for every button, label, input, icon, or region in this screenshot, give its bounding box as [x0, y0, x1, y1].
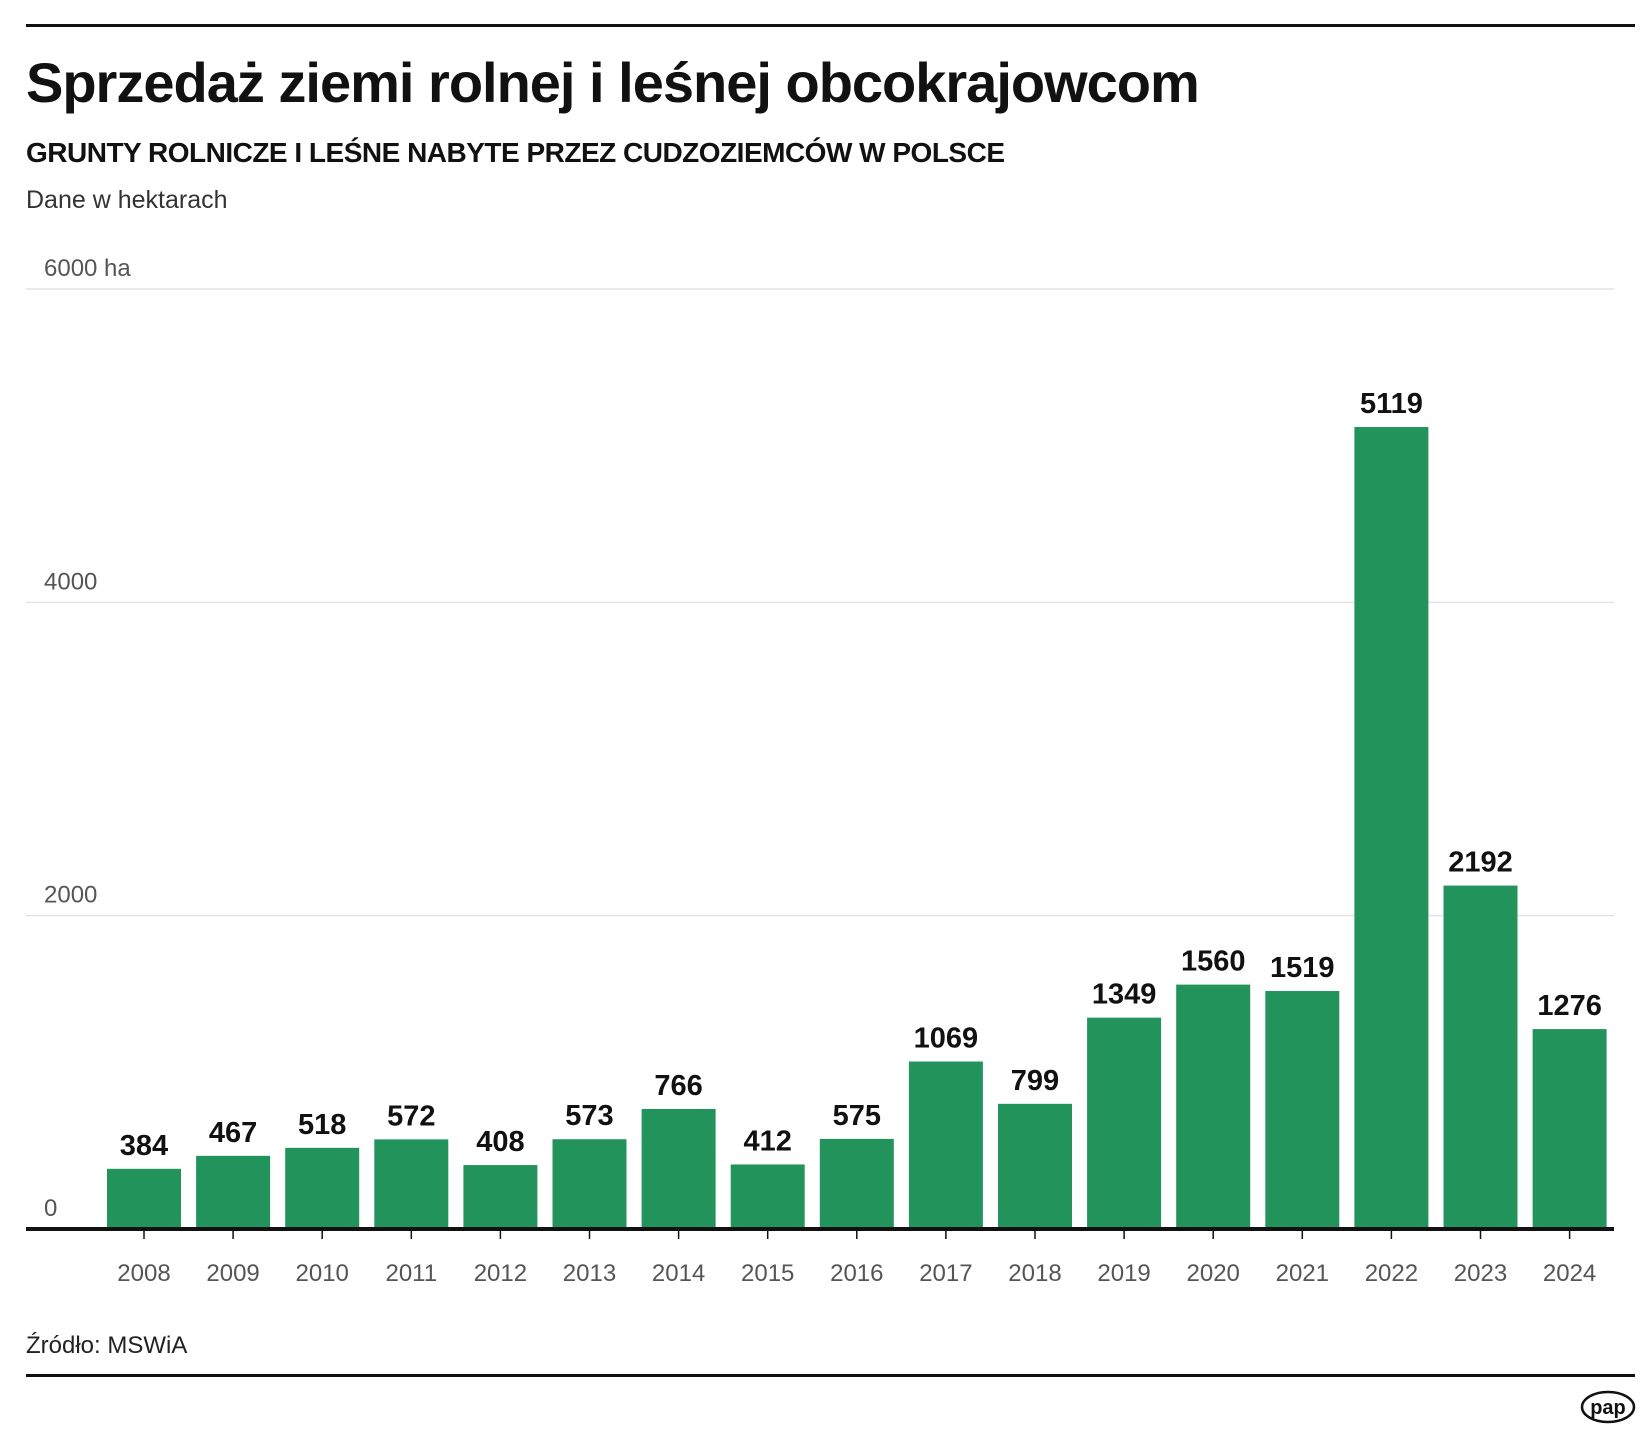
bar [552, 1139, 627, 1229]
data-label: 384 [120, 1130, 168, 1162]
data-label: 2192 [1448, 847, 1513, 879]
y-tick-label: 6000 ha [44, 255, 131, 282]
bottom-rule [26, 1374, 1635, 1377]
x-tick-label: 2011 [385, 1260, 437, 1287]
bar [1532, 1029, 1607, 1229]
bar [374, 1139, 449, 1229]
bar [463, 1165, 538, 1229]
x-tick-label: 2009 [206, 1260, 259, 1287]
bar [285, 1147, 360, 1229]
bar [1354, 427, 1429, 1230]
x-tick-label: 2008 [117, 1260, 170, 1287]
x-tick-label: 2017 [919, 1260, 972, 1287]
data-label: 766 [654, 1070, 702, 1102]
x-tick-label: 2024 [1543, 1260, 1596, 1287]
data-label: 572 [387, 1100, 435, 1132]
x-tick-label: 2016 [830, 1260, 883, 1287]
x-tick-label: 2021 [1276, 1260, 1329, 1287]
y-tick-label: 4000 [44, 568, 97, 595]
data-label: 1349 [1092, 979, 1157, 1011]
bar [998, 1103, 1072, 1229]
x-tick-label: 2018 [1008, 1260, 1061, 1287]
bar [107, 1168, 181, 1229]
bar [908, 1061, 983, 1229]
pap-logo: pap [1580, 1390, 1636, 1424]
x-tick-label: 2014 [652, 1260, 705, 1287]
bar [1176, 984, 1251, 1229]
bar [819, 1138, 894, 1229]
x-tick-label: 2010 [296, 1260, 349, 1287]
data-label: 573 [565, 1100, 613, 1132]
data-label: 5119 [1360, 388, 1423, 420]
unit-note: Dane w hektarach [26, 186, 228, 214]
bar [1087, 1017, 1162, 1229]
svg-text:pap: pap [1590, 1397, 1626, 1419]
bar [1265, 991, 1340, 1229]
data-label: 1519 [1270, 952, 1335, 984]
data-label: 518 [298, 1109, 346, 1141]
bar [196, 1155, 271, 1229]
data-label: 1069 [914, 1023, 979, 1055]
data-label: 408 [476, 1126, 524, 1158]
y-tick-label: 0 [44, 1195, 57, 1222]
y-tick-label: 2000 [44, 882, 97, 909]
x-tick-label: 2012 [474, 1260, 527, 1287]
bar [641, 1108, 716, 1229]
data-label: 1560 [1181, 946, 1246, 978]
chart-title: Sprzedaż ziemi rolnej i leśnej obcokrajo… [26, 51, 1200, 114]
x-tick-label: 2023 [1454, 1260, 1507, 1287]
chart-subtitle: GRUNTY ROLNICZE I LEŚNE NABYTE PRZEZ CUD… [26, 137, 1005, 168]
x-tick-label: 2019 [1097, 1260, 1150, 1287]
bar [730, 1164, 805, 1229]
data-label: 799 [1011, 1065, 1059, 1097]
bar [1443, 885, 1518, 1229]
x-tick-label: 2015 [741, 1260, 794, 1287]
data-label: 575 [833, 1100, 881, 1132]
source-note: Źródło: MSWiA [26, 1332, 188, 1359]
top-rule [26, 24, 1635, 27]
data-label: 1276 [1537, 990, 1602, 1022]
x-tick-label: 2013 [563, 1260, 616, 1287]
x-tick-label: 2020 [1187, 1260, 1240, 1287]
bar-chart: 0 2000 4000 6000 ha 384 2008 467 2009 518 2010 572… [26, 255, 1614, 1287]
data-label: 412 [744, 1125, 792, 1157]
x-tick-label: 2022 [1365, 1260, 1418, 1287]
data-label: 467 [209, 1117, 257, 1149]
